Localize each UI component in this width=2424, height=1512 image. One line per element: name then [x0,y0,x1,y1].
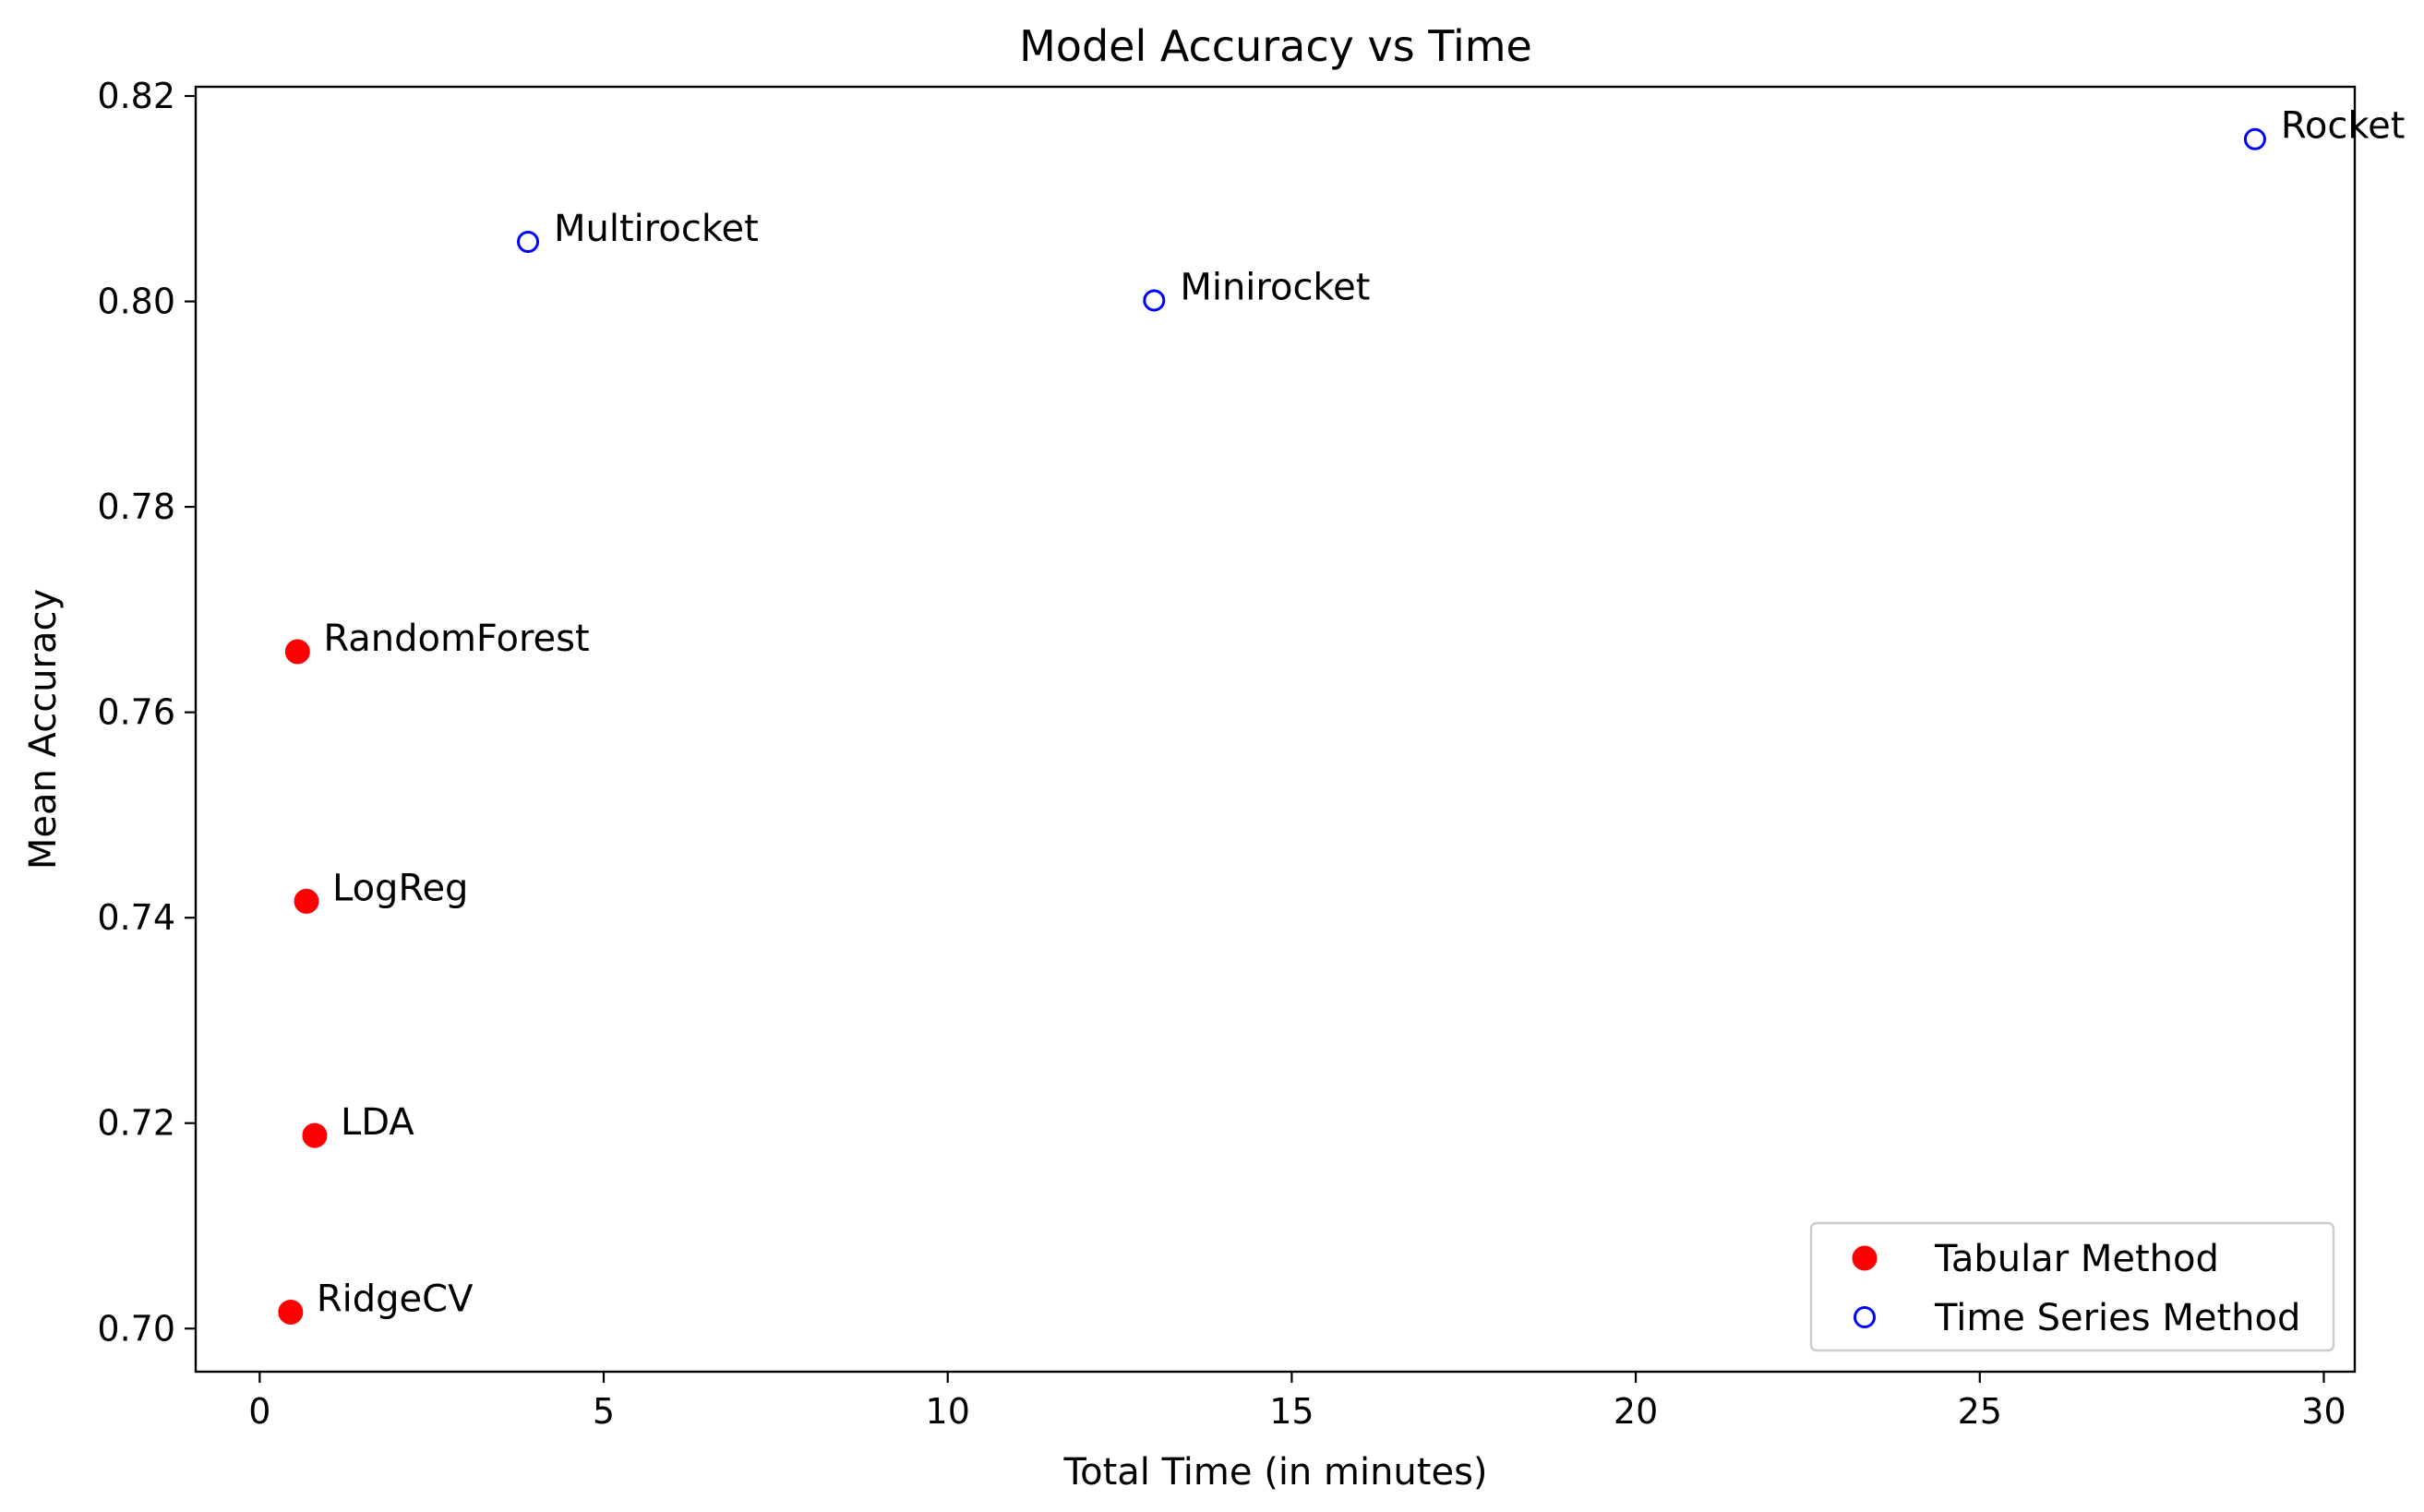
point-label-logreg: LogReg [332,867,468,909]
point-label-lda: LDA [341,1101,414,1144]
axes: 0 5 10 15 20 25 30 0.70 0.72 0.74 0.76 0.78 0.80 0.82 [97,76,2357,1432]
legend-marker-time-series [1854,1306,1876,1328]
point-label-randomforest: RandomForest [323,618,589,660]
data-point-randomforest [284,639,310,665]
data-point-logreg [294,888,319,914]
legend-box [1809,1221,2335,1352]
legend: Tabular Method Time Series Method [1809,1221,2335,1352]
plot-frame [194,85,2357,1374]
y-tick-label: 0.82 [97,76,175,116]
x-tick-label: 15 [1269,1391,1314,1432]
y-tick-label: 0.74 [97,897,175,938]
x-axis-label: Total Time (in minutes) [1062,1451,1487,1494]
point-label-rocket: Rocket [2281,105,2406,148]
point-label-multirocket: Multirocket [554,208,759,250]
legend-entry-label: Tabular Method [1934,1238,2219,1280]
y-axis-label: Mean Accuracy [22,589,65,870]
legend-marker-tabular [1852,1245,1878,1271]
x-tick-label: 25 [1958,1391,2002,1432]
data-point-minirocket [1143,289,1166,312]
legend-entry-label: Time Series Method [1934,1297,2300,1339]
chart-title: Model Accuracy vs Time [1019,21,1532,71]
point-label-ridgecv: RidgeCV [317,1278,474,1320]
data-point-lda [302,1122,328,1148]
y-tick-label: 0.70 [97,1308,175,1349]
point-label-minirocket: Minirocket [1180,266,1370,308]
x-tick-label: 0 [248,1391,270,1432]
x-tick-label: 30 [2301,1391,2346,1432]
x-tick-label: 5 [593,1391,615,1432]
y-tick-label: 0.80 [97,282,175,322]
y-tick-label: 0.78 [97,486,175,527]
x-tick-label: 10 [926,1391,970,1432]
data-point-rocket [2243,127,2266,150]
point-labels: RandomForest LogReg LDA RidgeCV Multirocket M… [317,105,2406,1321]
data-point-multirocket [517,231,540,254]
y-tick-label: 0.76 [97,692,175,733]
y-tick-label: 0.72 [97,1103,175,1144]
data-point-ridgecv [278,1299,304,1325]
x-tick-label: 20 [1614,1391,1658,1432]
data-points [278,127,2266,1325]
